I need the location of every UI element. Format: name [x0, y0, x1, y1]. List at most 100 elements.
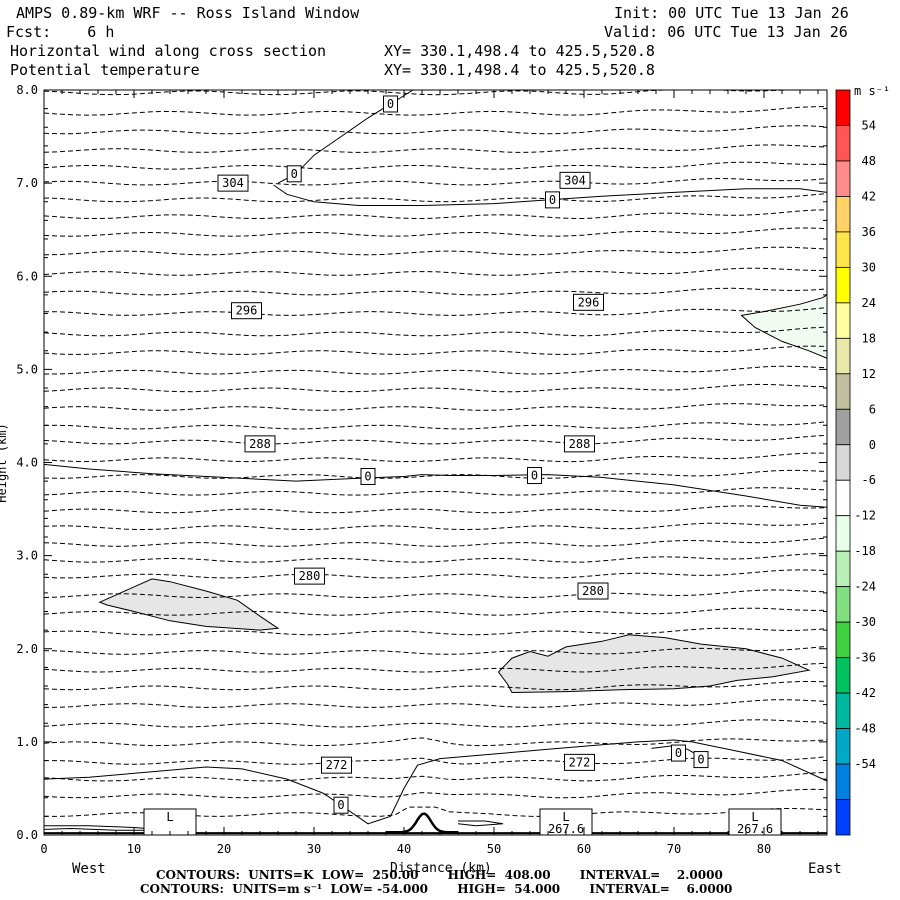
y-tick-label: 0.0: [16, 828, 38, 842]
contours-info-2: CONTOURS: UNITS=m s⁻¹ LOW= -54.000 HIGH=…: [140, 882, 733, 896]
wind-label-text: 0: [531, 469, 538, 483]
colorbar-swatch: [835, 373, 851, 410]
wind-label: 0: [545, 191, 560, 209]
theta-contour-line: [43, 737, 828, 747]
theta-label: 280: [577, 582, 609, 600]
y-tick-label: 5.0: [16, 362, 38, 376]
colorbar-label: 12: [862, 367, 876, 381]
theta-label-text: 280: [582, 584, 604, 598]
theta-contour-line: [43, 161, 828, 170]
theta-contour-line: [43, 487, 828, 496]
theta-label: 272: [564, 753, 595, 771]
x-tick-label: 40: [397, 842, 411, 856]
theta-label-box: [559, 171, 591, 189]
wind-shaded-region: [497, 634, 811, 694]
colorbar-label: 42: [862, 189, 876, 203]
theta-contour-line: [43, 287, 828, 296]
wind-label: 0: [527, 467, 542, 485]
theta-label-text: 280: [299, 569, 321, 583]
colorbar-swatch: [835, 799, 851, 836]
field-1-label: Horizontal wind along cross section: [10, 42, 327, 60]
wind-label-text: 0: [364, 469, 371, 483]
theta-label: 272: [321, 756, 352, 774]
theta-contour-line: [43, 788, 828, 799]
low-label: L: [143, 808, 197, 836]
y-tick-label: 6.0: [16, 269, 38, 283]
low-label-letter: L: [751, 810, 758, 824]
colorbar-swatch: [835, 657, 851, 694]
theta-label-box: [577, 582, 609, 600]
wind-label: 0: [286, 165, 302, 183]
low-label-letter: L: [562, 810, 569, 824]
theta-label: 304: [559, 171, 591, 189]
theta-label-text: 288: [569, 437, 591, 451]
colorbar-swatch: [835, 125, 851, 162]
x-tick-label: 20: [217, 842, 231, 856]
theta-contour-line: [43, 89, 827, 96]
colorbar-label: 48: [862, 154, 876, 168]
theta-label-box: [564, 753, 595, 771]
wind-contours: [43, 89, 828, 831]
colorbar: 54 48 42 36 30 24 18 12 6 0 -6 -12 -18 -24 -30 -36 -42 -4…: [835, 84, 890, 836]
x-tick-label: 80: [757, 842, 771, 856]
wind-label-text: 0: [387, 97, 394, 111]
theta-contour-line: [44, 756, 828, 765]
colorbar-swatch: [835, 728, 851, 765]
colorbar-label: 6: [869, 402, 876, 416]
theta-contour-line: [43, 699, 828, 708]
colorbar-label: -36: [854, 651, 876, 665]
theta-contour-line: [43, 345, 828, 355]
colorbar-swatch: [835, 444, 851, 481]
theta-contour-line: [43, 434, 828, 445]
field-1-xy: XY= 330.1,498.4 to 425.5,520.8: [384, 42, 655, 60]
colorbar-swatch: [835, 231, 851, 268]
theta-label-text: 272: [569, 755, 591, 769]
theta-contour-line: [43, 569, 828, 579]
colorbar-swatch: [835, 266, 851, 304]
theta-label: 296: [231, 302, 262, 320]
low-label-value: 267.6: [737, 822, 773, 836]
y-tick-label: 2.0: [16, 642, 38, 656]
theta-label-box: [564, 435, 595, 453]
colorbar-swatch: [835, 408, 851, 446]
theta-label-box: [294, 567, 325, 585]
colorbar-swatch: [835, 621, 851, 659]
y-tick-label: 7.0: [16, 176, 38, 190]
colorbar-swatch: [835, 196, 851, 233]
colorbar-swatch: [835, 160, 851, 197]
theta-contour-line: [43, 403, 828, 411]
west-label: West: [72, 861, 106, 877]
theta-contour-line: [43, 627, 828, 636]
colorbar-swatch: [835, 692, 851, 729]
colorbar-label: -6: [862, 473, 876, 487]
theta-label: 304: [217, 174, 249, 192]
wind-zero-contour: [273, 184, 828, 206]
colorbar-swatch: [835, 479, 851, 517]
theta-contour-line: [43, 246, 828, 256]
y-tick-label: 8.0: [16, 83, 38, 97]
wind-label-text: 0: [675, 746, 682, 760]
theta-contour-line: [43, 589, 828, 599]
wind-label-box: [383, 95, 398, 113]
wind-shaded-region: [740, 294, 828, 359]
colorbar-label: -18: [854, 544, 876, 558]
wind-label: 0: [333, 796, 349, 814]
theta-contour-line: [43, 522, 828, 531]
contours-info-1: CONTOURS: UNITS=K LOW= 250.00 HIGH= 408.…: [156, 868, 723, 882]
chart-title: AMPS 0.89-km WRF -- Ross Island Window: [16, 4, 360, 22]
y-tick-label: 3.0: [16, 549, 38, 563]
terrain-ridge: [386, 812, 458, 834]
wind-label-box: [671, 744, 686, 762]
theta-contour-line: [43, 719, 827, 728]
theta-contour-line: [43, 177, 828, 186]
theta-contour-line: [43, 505, 828, 514]
theta-contour-line: [43, 383, 828, 393]
theta-contour-line: [43, 681, 828, 691]
theta-label-box: [244, 435, 276, 453]
wind-shaded-region: [98, 578, 280, 631]
colorbar-label: 54: [862, 118, 876, 132]
theta-contour-line: [43, 326, 828, 337]
